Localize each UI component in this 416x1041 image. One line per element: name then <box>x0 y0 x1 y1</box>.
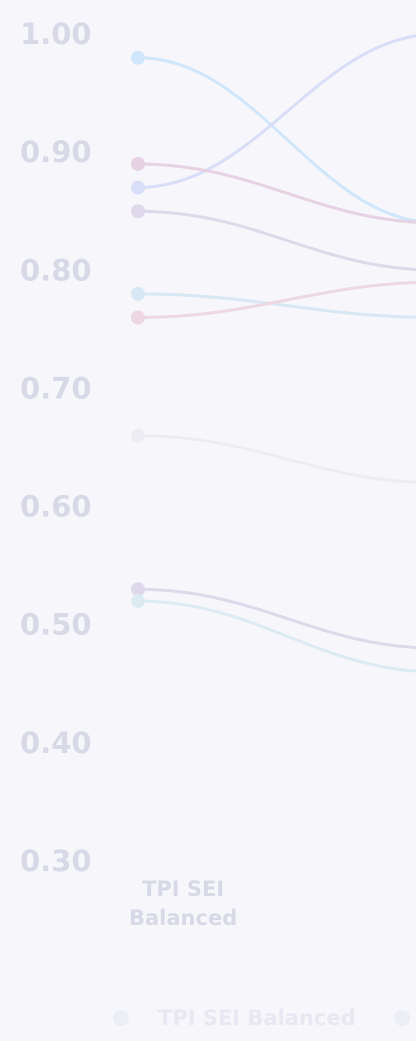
series-line <box>136 434 416 484</box>
x-axis-categories: TPI SEI Balanced <box>129 877 237 930</box>
series-point <box>131 50 145 65</box>
x-category-label: Balanced <box>129 906 237 930</box>
series-points <box>131 50 145 609</box>
series-point <box>131 180 145 195</box>
series-line <box>136 34 416 190</box>
y-tick-label: 0.80 <box>20 253 92 287</box>
y-tick-label: 0.90 <box>20 135 92 169</box>
legend-marker <box>113 1010 129 1026</box>
y-tick-label: 0.40 <box>20 726 92 760</box>
y-axis-ticks: 1.00 0.90 0.80 0.70 0.60 0.50 0.40 0.30 <box>20 17 92 878</box>
y-tick-label: 0.50 <box>20 608 92 642</box>
series-lines <box>136 34 416 673</box>
legend: TPI SEI Balanced <box>113 1006 410 1030</box>
legend-label: TPI SEI Balanced <box>158 1006 356 1030</box>
series-line <box>136 292 416 319</box>
y-tick-label: 1.00 <box>20 17 92 51</box>
series-point <box>131 594 145 609</box>
y-tick-label: 0.60 <box>20 490 92 524</box>
series-line <box>136 281 416 320</box>
series-point <box>131 286 145 301</box>
series-line <box>136 162 416 224</box>
series-line <box>136 599 416 673</box>
series-line <box>136 209 416 272</box>
series-point <box>131 204 145 219</box>
series-point <box>131 582 145 597</box>
y-tick-label: 0.70 <box>20 371 92 405</box>
series-line <box>136 56 416 223</box>
series-point <box>131 156 145 171</box>
legend-marker <box>394 1010 410 1026</box>
series-point <box>131 310 145 325</box>
series-line <box>136 587 416 650</box>
x-category-label: TPI SEI <box>142 877 224 901</box>
y-tick-label: 0.30 <box>20 844 92 878</box>
series-point <box>131 428 145 443</box>
